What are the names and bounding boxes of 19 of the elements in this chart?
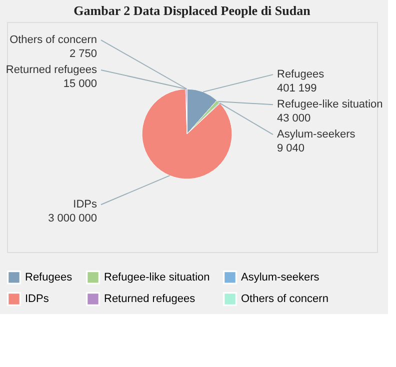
legend-label: Asylum-seekers bbox=[241, 271, 320, 284]
slice-label: Refugees bbox=[277, 68, 325, 81]
slice-label: Others of concern bbox=[10, 34, 97, 46]
chart-title: Gambar 2 Data Displaced People di Sudan bbox=[74, 3, 312, 18]
data-label: 401 199 bbox=[277, 82, 317, 95]
slice-label: Asylum-seekers bbox=[277, 128, 356, 141]
data-label: 3 000 000 bbox=[48, 212, 97, 225]
slice-label: Returned refugees bbox=[6, 64, 98, 76]
legend-label: Returned refugees bbox=[104, 293, 196, 305]
slice-label: Refugee-like situation bbox=[277, 98, 383, 111]
data-label: 9 040 bbox=[277, 142, 305, 155]
legend-label: Refugees bbox=[25, 271, 73, 284]
legend-label: Others of concern bbox=[241, 293, 328, 305]
data-label: 43 000 bbox=[277, 112, 311, 125]
data-label: 2 750 bbox=[69, 48, 97, 60]
legend-label: Refugee-like situation bbox=[104, 271, 210, 284]
legend-label: IDPs bbox=[25, 293, 50, 305]
slice-label: IDPs bbox=[73, 198, 98, 211]
data-label: 15 000 bbox=[63, 78, 97, 90]
